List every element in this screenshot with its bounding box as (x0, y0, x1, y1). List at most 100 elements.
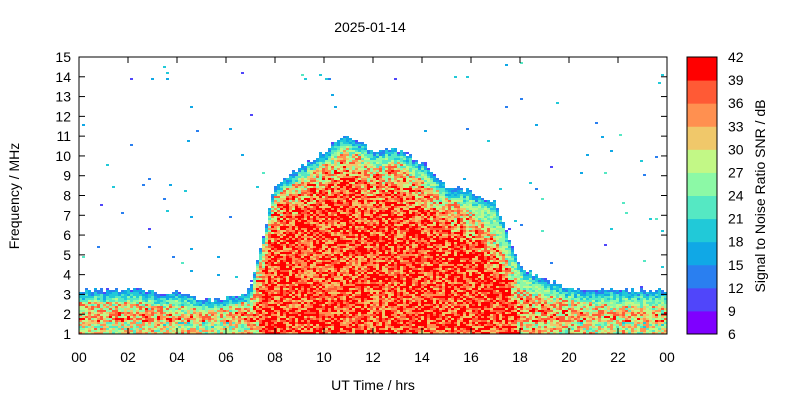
heatmap-cell (340, 144, 343, 146)
heatmap-cell (295, 324, 298, 326)
heatmap-cell (316, 172, 319, 174)
heatmap-cell (292, 288, 295, 290)
heatmap-cell (151, 294, 154, 296)
heatmap-cell (220, 300, 223, 302)
heatmap-cell (175, 322, 178, 324)
heatmap-cell (256, 260, 259, 262)
heatmap-cell (382, 226, 385, 228)
heatmap-cell (109, 312, 112, 314)
heatmap-cell (184, 308, 187, 310)
heatmap-cell (304, 200, 307, 202)
heatmap-cell (382, 300, 385, 302)
heatmap-cell (370, 310, 373, 312)
heatmap-cell (364, 192, 367, 194)
heatmap-cell (199, 326, 202, 328)
heatmap-cell (163, 322, 166, 324)
heatmap-cell (310, 236, 313, 238)
heatmap-cell (349, 152, 352, 154)
heatmap-cell (352, 220, 355, 222)
heatmap-cell (280, 214, 283, 216)
heatmap-cell (124, 294, 127, 296)
heatmap-cell (316, 292, 319, 294)
heatmap-cell (322, 310, 325, 312)
heatmap-cell (292, 260, 295, 262)
heatmap-cell (385, 202, 388, 204)
heatmap-cell (352, 214, 355, 216)
heatmap-cell (283, 324, 286, 326)
heatmap-cell (277, 332, 280, 334)
heatmap-cell (289, 268, 292, 270)
heatmap-cell (334, 198, 337, 200)
heatmap-cell (256, 322, 259, 324)
heatmap-cell (310, 250, 313, 252)
heatmap-cell (334, 318, 337, 320)
heatmap-cell (355, 328, 358, 330)
heatmap-cell (307, 298, 310, 300)
heatmap-cell (376, 302, 379, 304)
heatmap-cell (112, 308, 115, 310)
heatmap-cell (370, 168, 373, 170)
heatmap-cell (103, 326, 106, 328)
heatmap-cell (337, 214, 340, 216)
heatmap-cell (361, 266, 364, 268)
heatmap-cell (331, 318, 334, 320)
heatmap-cell (376, 234, 379, 236)
heatmap-cell (322, 324, 325, 326)
heatmap-cell (313, 252, 316, 254)
heatmap-cell (343, 310, 346, 312)
heatmap-cell (184, 304, 187, 306)
heatmap-cell (322, 240, 325, 242)
heatmap-cell (340, 286, 343, 288)
heatmap-cell (361, 278, 364, 280)
heatmap-cell (268, 324, 271, 326)
heatmap-cell (307, 310, 310, 312)
heatmap-cell (382, 260, 385, 262)
heatmap-cell (238, 296, 241, 298)
heatmap-cell (364, 224, 367, 226)
heatmap-cell (259, 318, 262, 320)
heatmap-cell (337, 236, 340, 238)
heatmap-cell (334, 146, 337, 148)
heatmap-cell (364, 288, 367, 290)
heatmap-cell (328, 296, 331, 298)
heatmap-cell (271, 226, 274, 228)
heatmap-cell (286, 320, 289, 322)
heatmap-cell (106, 312, 109, 314)
heatmap-cell (274, 314, 277, 316)
heatmap-cell (247, 312, 250, 314)
heatmap-cell (139, 328, 142, 330)
heatmap-cell (331, 228, 334, 230)
heatmap-cell (100, 290, 103, 292)
heatmap-cell (229, 320, 232, 322)
heatmap-cell (262, 306, 265, 308)
heatmap-cell (361, 200, 364, 202)
heatmap-cell (304, 250, 307, 252)
heatmap-cell (367, 230, 370, 232)
heatmap-cell (268, 280, 271, 282)
heatmap-cell (352, 210, 355, 212)
heatmap-cell (274, 304, 277, 306)
heatmap-cell (361, 292, 364, 294)
heatmap-cell (196, 306, 199, 308)
heatmap-cell (289, 308, 292, 310)
heatmap-cell (298, 192, 301, 194)
heatmap-cell (322, 266, 325, 268)
heatmap-cell (343, 284, 346, 286)
heatmap-cell (190, 216, 193, 218)
heatmap-cell (298, 210, 301, 212)
heatmap-cell (304, 328, 307, 330)
heatmap-cell (268, 278, 271, 280)
heatmap-cell (358, 148, 361, 150)
heatmap-cell (364, 280, 367, 282)
heatmap-cell (289, 258, 292, 260)
heatmap-cell (349, 330, 352, 332)
heatmap-cell (340, 234, 343, 236)
heatmap-cell (340, 196, 343, 198)
heatmap-cell (313, 328, 316, 330)
heatmap-cell (364, 282, 367, 284)
heatmap-cell (148, 310, 151, 312)
heatmap-cell (133, 312, 136, 314)
heatmap-cell (130, 332, 133, 334)
heatmap-cell (358, 316, 361, 318)
heatmap-cell (349, 172, 352, 174)
